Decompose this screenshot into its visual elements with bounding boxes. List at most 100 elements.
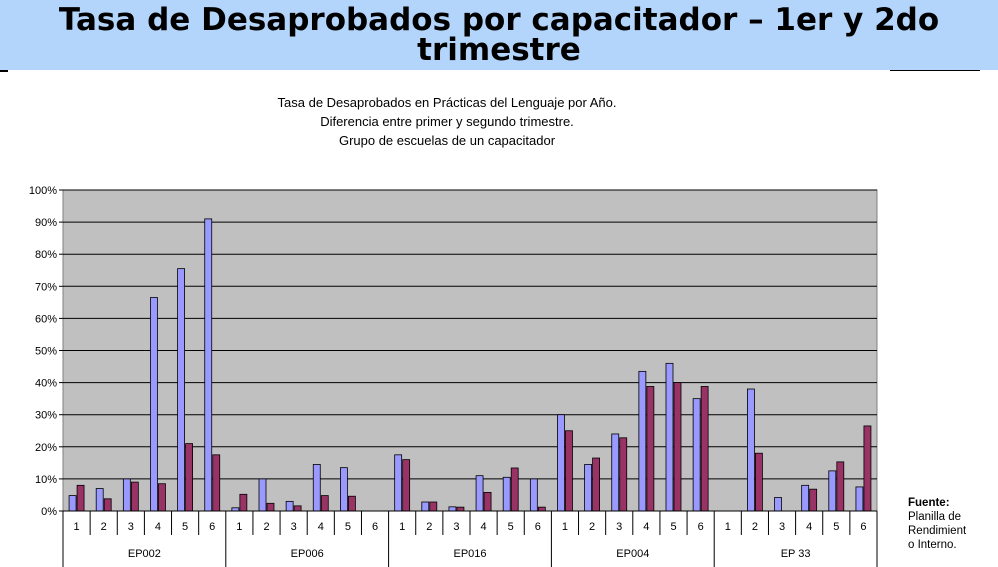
group-label: EP 33 <box>781 548 811 560</box>
x-tick-label: 2 <box>263 521 269 533</box>
bar-series-2 <box>293 505 302 512</box>
bar-series-1 <box>774 497 782 512</box>
header-band <box>0 0 998 70</box>
x-tick-label: 5 <box>508 521 514 533</box>
title-rule-left <box>0 70 8 72</box>
x-tick-label: 6 <box>535 521 541 533</box>
bar-series-2 <box>239 493 248 512</box>
y-tick-label: 10% <box>35 474 57 486</box>
bar-series-2 <box>700 386 709 512</box>
source-note-text: Planilla de Rendimient o Interno. <box>908 511 967 551</box>
bar-chart: Tasa de Desaprobados en Prácticas del Le… <box>29 95 878 567</box>
x-tick-label: 2 <box>426 521 432 533</box>
x-tick-label: 1 <box>399 521 405 533</box>
bar-series-2 <box>185 443 194 512</box>
y-tick-label: 30% <box>35 410 57 422</box>
y-tick-label: 70% <box>35 281 57 293</box>
bar-series-1 <box>638 370 647 512</box>
bar-series-1 <box>502 476 511 512</box>
chart-title-line: Tasa de Desaprobados en Prácticas del Le… <box>278 95 617 110</box>
x-tick-label: 2 <box>752 521 758 533</box>
bar-series-1 <box>312 464 321 512</box>
x-tick-label: 3 <box>128 521 134 533</box>
bar-series-1 <box>557 414 565 512</box>
bar-series-1 <box>68 495 77 512</box>
bar-series-1 <box>177 268 186 512</box>
bar-series-2 <box>130 481 139 512</box>
x-tick-label: 3 <box>291 521 297 533</box>
bar-series-1 <box>150 297 158 512</box>
bar-series-1 <box>258 478 267 512</box>
bar-series-2 <box>483 491 492 512</box>
bar-series-2 <box>320 495 329 512</box>
group-label: EP002 <box>128 548 161 560</box>
x-tick-label: 3 <box>453 521 459 533</box>
bar-series-2 <box>103 498 112 512</box>
y-tick-label: 80% <box>35 249 57 261</box>
y-tick-label: 100% <box>29 185 57 197</box>
bar-series-2 <box>592 457 600 512</box>
bar-series-1 <box>394 454 403 512</box>
x-tick-label: 4 <box>643 521 649 533</box>
bar-series-1 <box>665 362 674 512</box>
bar-series-2 <box>836 461 845 512</box>
bar-series-1 <box>122 478 131 512</box>
x-tick-label: 6 <box>209 521 215 533</box>
bar-series-2 <box>863 425 872 512</box>
bar-series-1 <box>475 475 484 512</box>
bar-series-1 <box>204 218 213 512</box>
y-tick-label: 0% <box>41 506 57 518</box>
x-tick-label: 2 <box>101 521 107 533</box>
chart-title-line: Diferencia entre primer y segundo trimes… <box>320 114 574 129</box>
bar-series-2 <box>347 495 356 512</box>
bar-series-2 <box>429 501 438 512</box>
x-tick-label: 1 <box>725 521 731 533</box>
x-tick-label: 4 <box>155 521 161 533</box>
x-tick-label: 5 <box>345 521 351 533</box>
y-tick-label: 90% <box>35 217 57 229</box>
bar-series-1 <box>421 501 430 512</box>
x-tick-label: 5 <box>182 521 188 533</box>
bar-series-1 <box>801 484 810 512</box>
x-tick-label: 5 <box>833 521 839 533</box>
bar-series-2 <box>402 459 411 512</box>
bar-series-2 <box>456 506 465 512</box>
x-tick-label: 6 <box>860 521 866 533</box>
x-tick-label: 2 <box>589 521 595 533</box>
slide-title: Tasa de Desaprobados por capacitador – 1… <box>58 2 940 68</box>
bar-series-1 <box>448 506 457 512</box>
bar-series-2 <box>212 454 221 512</box>
bar-series-1 <box>285 500 294 512</box>
bar-series-2 <box>809 488 818 512</box>
source-note: Fuente: Planilla de Rendimient o Interno… <box>908 496 998 552</box>
bar-series-1 <box>95 488 104 512</box>
title-rule-right <box>890 70 980 71</box>
source-note-title: Fuente: <box>908 497 950 509</box>
x-tick-label: 4 <box>318 521 324 533</box>
bar-series-2 <box>537 506 546 512</box>
x-tick-label: 4 <box>806 521 812 533</box>
bar-series-1 <box>339 467 348 512</box>
bar-series-2 <box>158 483 166 512</box>
bar-series-1 <box>828 470 837 512</box>
bar-series-1 <box>855 486 864 512</box>
y-tick-label: 20% <box>35 442 57 454</box>
x-tick-label: 6 <box>372 521 378 533</box>
bar-series-2 <box>755 452 763 512</box>
bar-series-1 <box>584 464 592 512</box>
bar-series-2 <box>619 437 628 512</box>
x-tick-label: 1 <box>236 521 242 533</box>
bar-series-2 <box>565 430 573 512</box>
x-tick-label: 6 <box>698 521 704 533</box>
x-tick-label: 1 <box>562 521 568 533</box>
y-tick-label: 60% <box>35 313 57 325</box>
x-tick-label: 4 <box>481 521 487 533</box>
bar-series-1 <box>692 398 701 512</box>
bar-series-1 <box>747 388 755 512</box>
y-tick-label: 50% <box>35 346 57 358</box>
group-label: EP006 <box>291 548 324 560</box>
x-tick-label: 3 <box>616 521 622 533</box>
group-label: EP016 <box>453 548 486 560</box>
bar-series-1 <box>611 433 620 512</box>
bar-series-1 <box>529 478 538 512</box>
